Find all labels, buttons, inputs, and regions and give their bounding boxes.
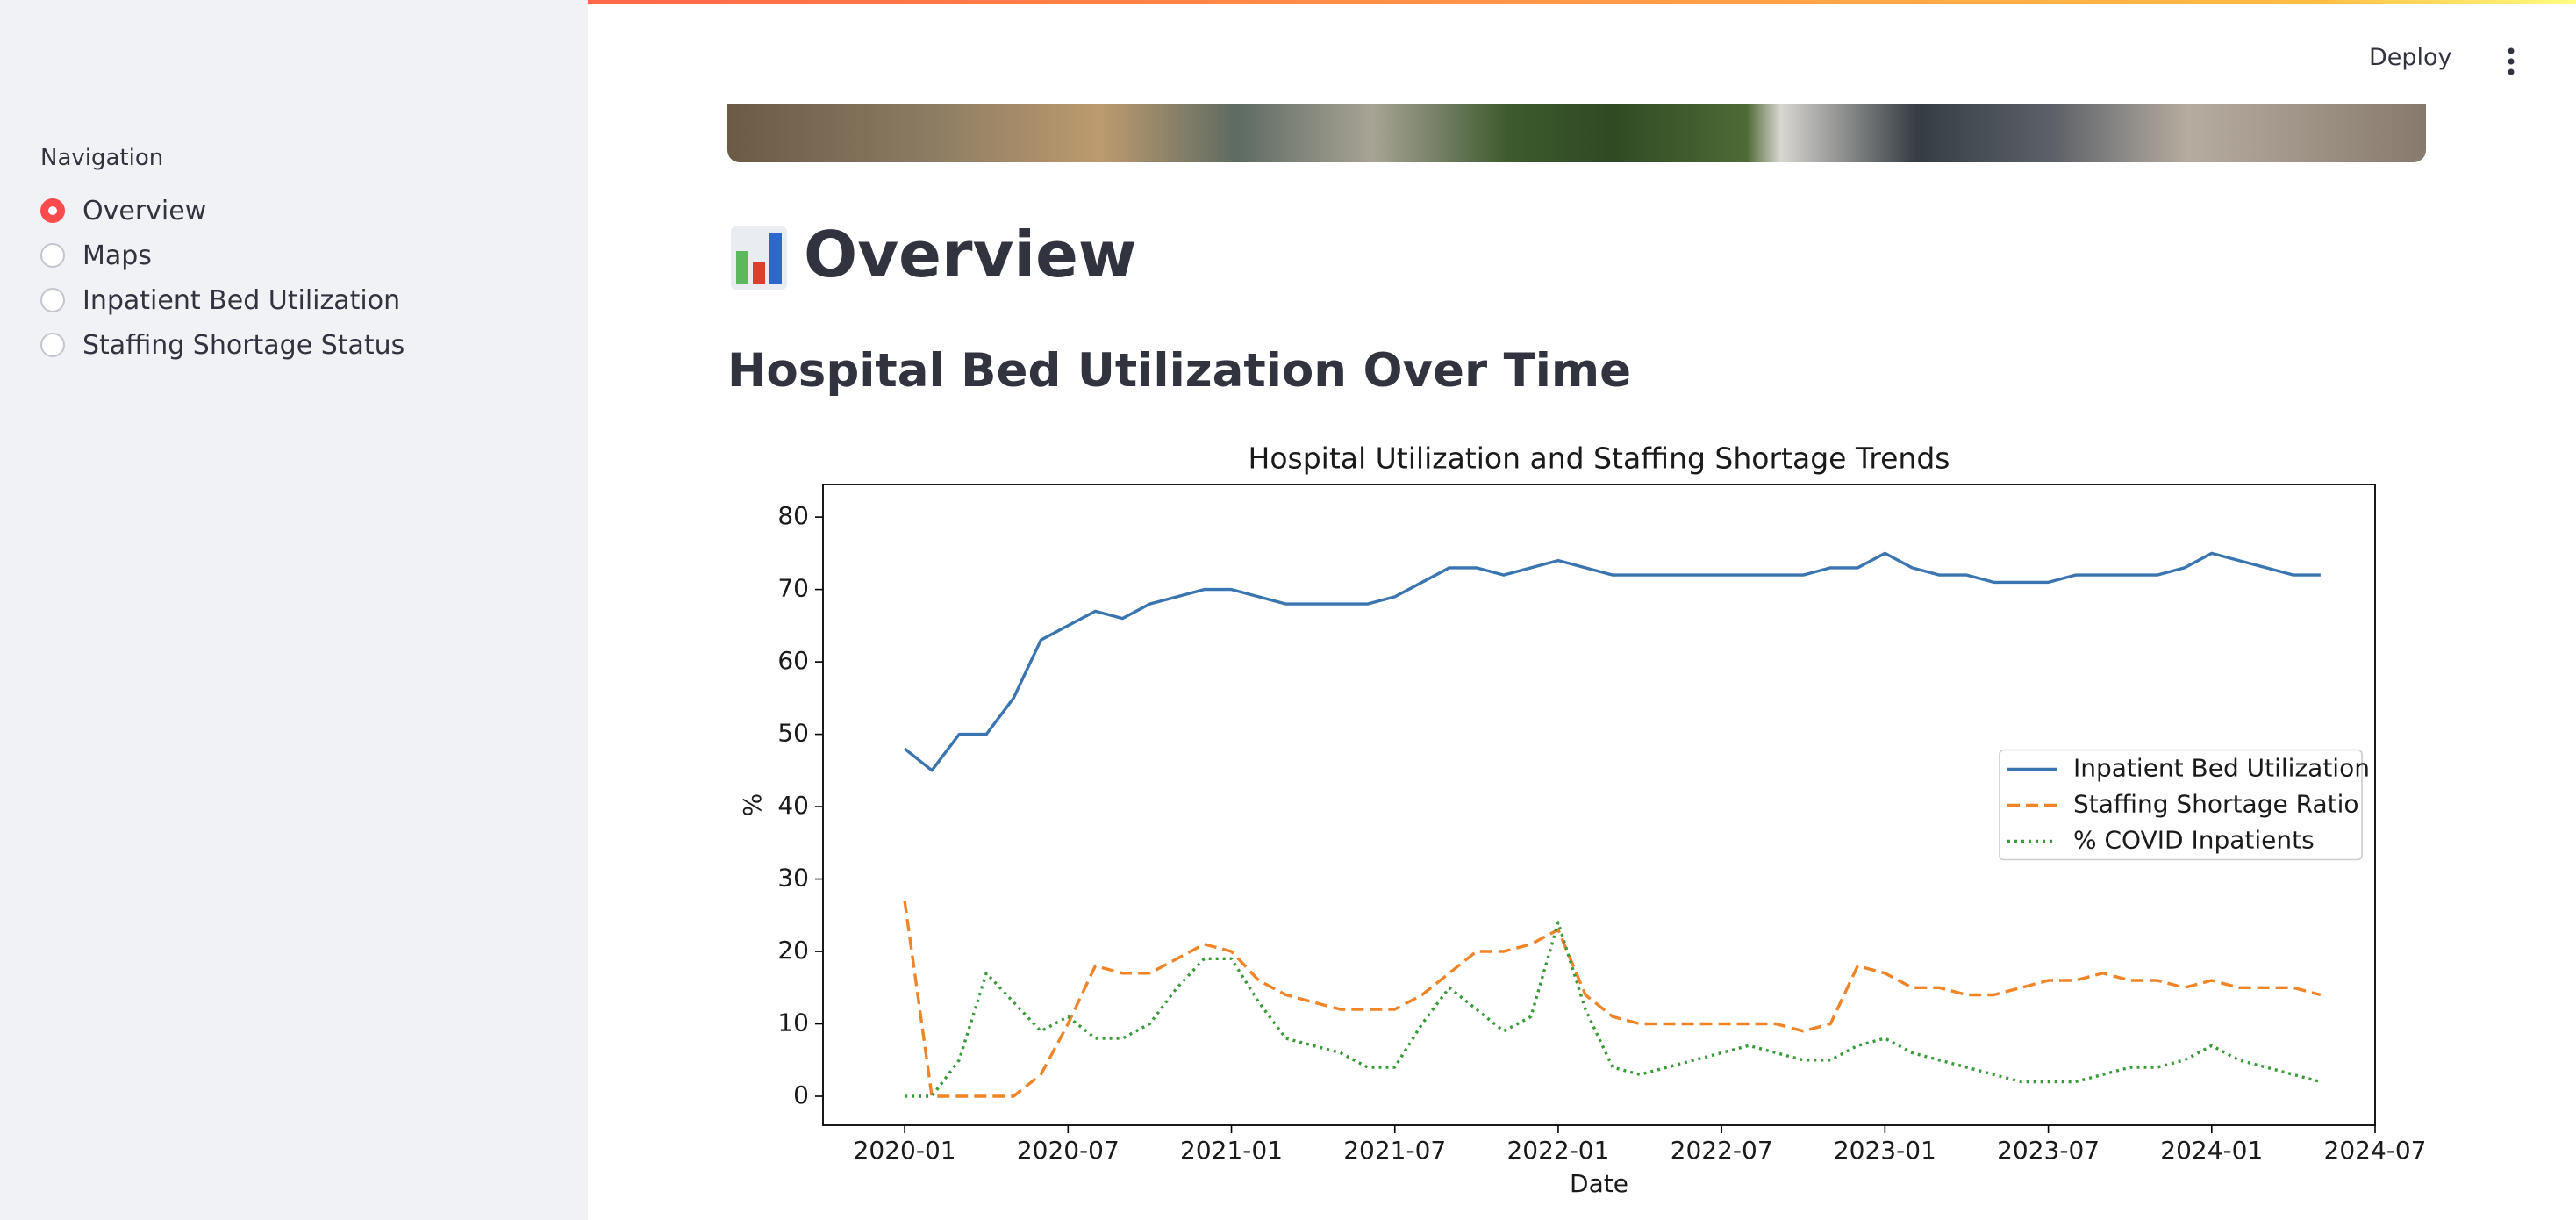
nav-option-label[interactable]: Overview — [82, 195, 207, 226]
legend: Inpatient Bed Utilization Staffing Shorta… — [1999, 749, 2370, 861]
y-tick-label: 50 — [777, 719, 809, 748]
x-tick-label: 2021-07 — [1343, 1136, 1446, 1165]
y-tick-label: 30 — [777, 864, 809, 893]
x-tick-label: 2023-07 — [1997, 1136, 2100, 1165]
nav-option-label[interactable]: Maps — [82, 240, 152, 271]
y-tick-label: 60 — [777, 646, 809, 675]
nav-option-label[interactable]: Inpatient Bed Utilization — [82, 284, 401, 316]
y-axis-label: % — [738, 793, 767, 817]
nav-option-label[interactable]: Staffing Shortage Status — [82, 329, 405, 361]
chart: Hospital Utilization and Staffing Shorta… — [738, 441, 2427, 1199]
nav-option[interactable]: Maps — [40, 238, 152, 273]
radio[interactable] — [40, 288, 65, 312]
x-tick-label: 2022-07 — [1671, 1136, 1773, 1165]
x-tick-label: 2020-01 — [854, 1136, 956, 1165]
radio[interactable] — [40, 333, 65, 357]
sidebar: Navigation Overview Maps Inpatient Bed Uti… — [0, 0, 588, 1220]
y-tick-label: 70 — [777, 574, 809, 603]
x-tick-label: 2024-07 — [2324, 1136, 2427, 1165]
legend-label: Inpatient Bed Utilization — [2073, 754, 2370, 783]
top-decoration — [0, 0, 2576, 4]
x-tick-label: 2020-07 — [1017, 1136, 1120, 1165]
series-line — [903, 901, 2322, 1098]
series-line — [904, 551, 2321, 772]
page-title: Overview — [804, 218, 1137, 291]
radio[interactable] — [40, 243, 65, 268]
chart-title: Hospital Utilization and Staffing Shorta… — [1249, 441, 1950, 476]
x-tick-label: 2024-01 — [2160, 1136, 2263, 1165]
y-tick-label: 40 — [777, 791, 809, 820]
series-line — [905, 921, 2322, 1098]
x-tick-label: 2021-01 — [1180, 1136, 1283, 1165]
nav-option[interactable]: Staffing Shortage Status — [40, 327, 404, 362]
x-tick-label: 2022-01 — [1506, 1136, 1609, 1165]
deploy-button[interactable]: Deploy — [2369, 44, 2452, 71]
y-tick-label: 0 — [793, 1080, 809, 1109]
y-tick-label: 20 — [777, 936, 809, 965]
legend-box — [1999, 749, 2363, 861]
y-tick-label: 80 — [777, 501, 809, 530]
subheader: Hospital Bed Utilization Over Time — [727, 344, 1632, 398]
legend-label: Staffing Shortage Ratio — [2073, 790, 2359, 819]
x-axis-label: Date — [1570, 1169, 1628, 1198]
title-icon — [731, 226, 787, 290]
y-tick-label: 10 — [777, 1008, 809, 1037]
main-menu[interactable] — [2501, 46, 2522, 77]
plot-frame — [822, 484, 2376, 1126]
nav-label: Navigation — [40, 145, 164, 171]
banner-image — [727, 104, 2426, 162]
x-tick-label: 2023-01 — [1834, 1136, 1936, 1165]
nav-option[interactable]: Inpatient Bed Utilization — [40, 283, 400, 318]
nav-option[interactable]: Overview — [40, 193, 206, 228]
legend-label: % COVID Inpatients — [2073, 826, 2315, 855]
radio[interactable] — [40, 198, 65, 223]
